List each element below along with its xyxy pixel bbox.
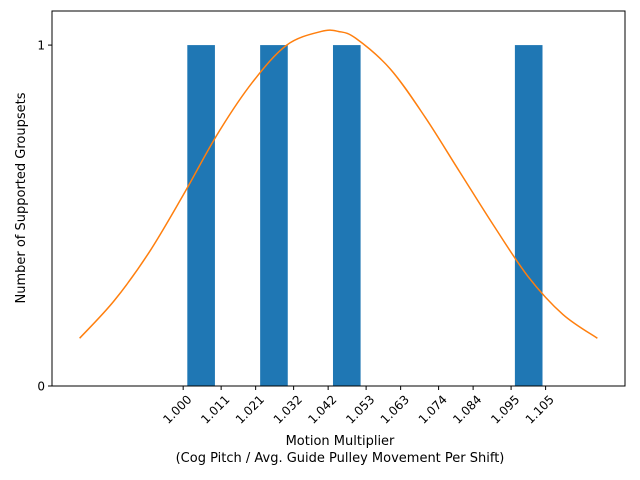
bar-3 xyxy=(332,45,361,386)
x-tick-label: 1.095 xyxy=(488,392,522,426)
y-tick-label: 0 xyxy=(37,380,45,394)
x-axis-label-line2: (Cog Pitch / Avg. Guide Pulley Movement … xyxy=(176,451,505,466)
x-tick-label: 1.105 xyxy=(523,392,557,426)
x-tick-label: 1.084 xyxy=(450,392,484,426)
bar-4 xyxy=(514,45,543,386)
x-axis: 1.000 1.011 1.021 1.032 1.042 1.053 1.063 1.074… xyxy=(160,386,557,427)
x-tick-label: 1.032 xyxy=(271,392,305,426)
y-axis-label: Number of Supported Groupsets xyxy=(14,92,29,303)
x-tick-label: 1.074 xyxy=(416,392,450,426)
x-axis-label-line1: Motion Multiplier xyxy=(286,434,395,449)
x-tick-label: 1.042 xyxy=(305,392,339,426)
x-tick-label: 1.000 xyxy=(160,392,194,426)
plot-frame xyxy=(51,10,626,387)
x-tick-label: 1.063 xyxy=(378,392,412,426)
bars-group xyxy=(187,45,543,386)
bar-2 xyxy=(260,45,288,386)
y-axis: 01 xyxy=(37,39,52,394)
x-tick-label: 1.053 xyxy=(343,392,377,426)
y-tick-label: 1 xyxy=(37,39,45,53)
fit-curve-line xyxy=(79,29,598,339)
x-tick-label: 1.021 xyxy=(233,392,267,426)
x-tick-label: 1.011 xyxy=(198,392,232,426)
bar-1 xyxy=(187,45,215,386)
